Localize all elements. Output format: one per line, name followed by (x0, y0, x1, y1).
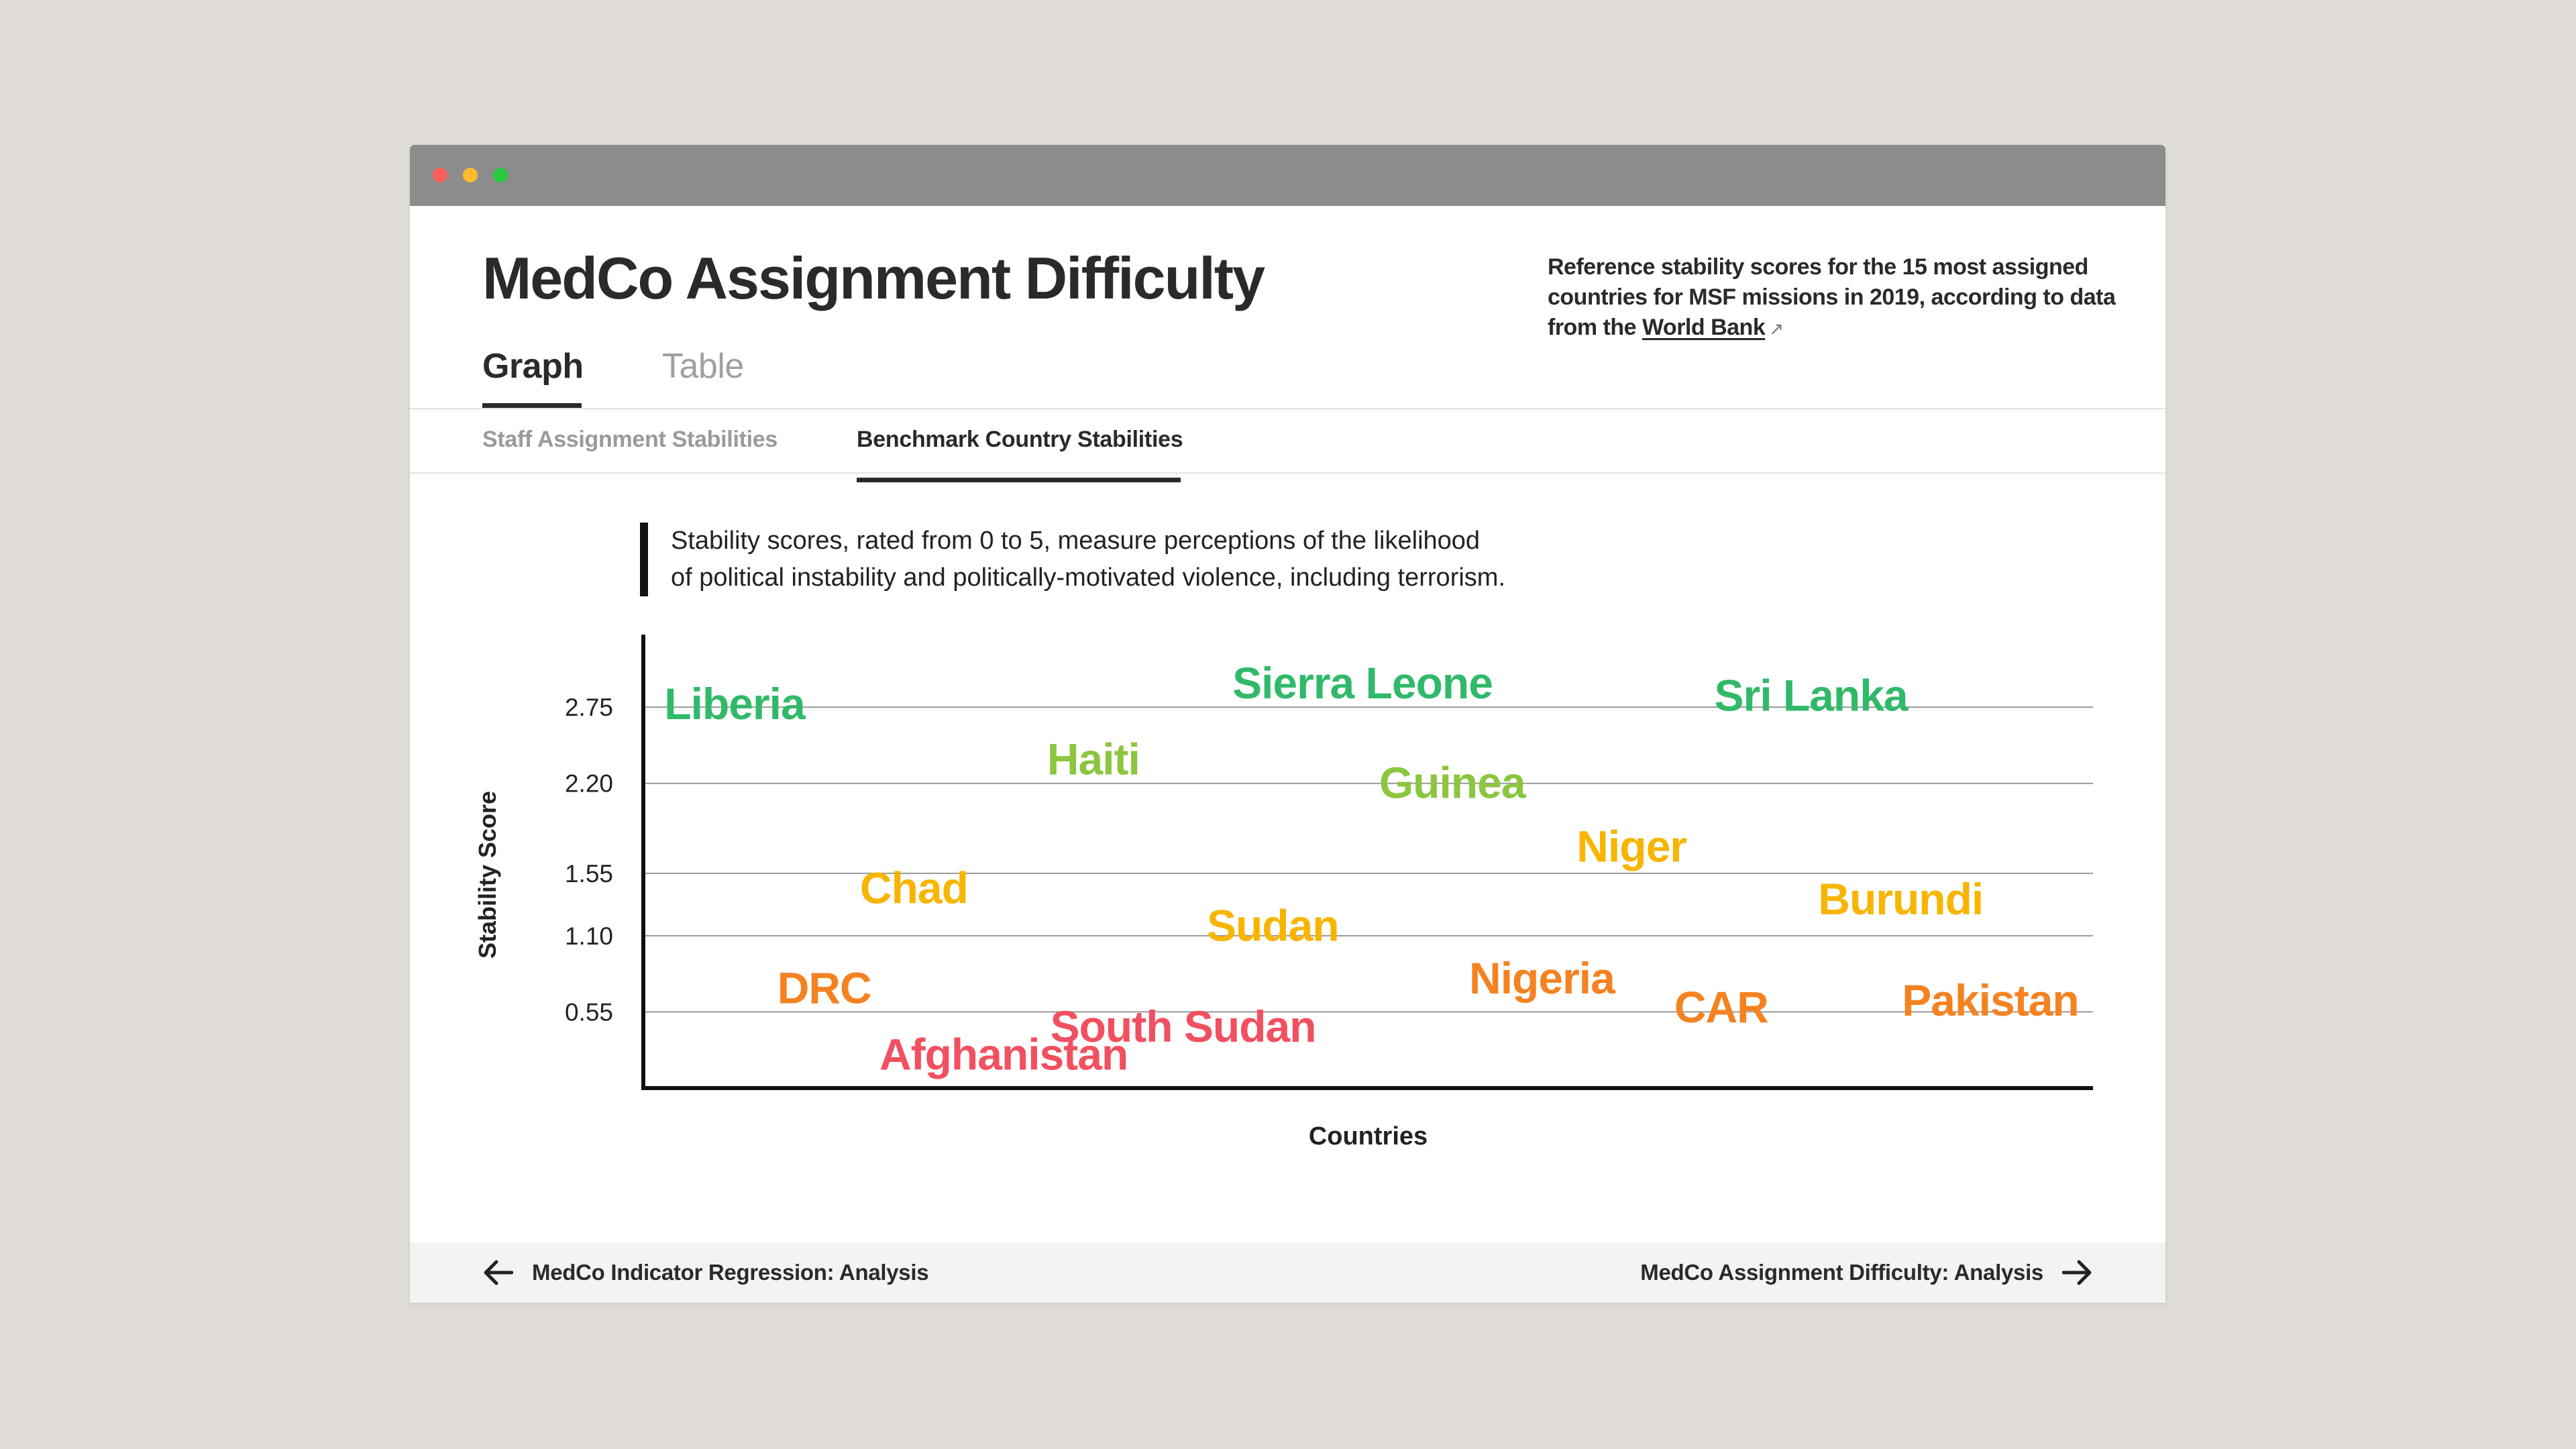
y-tick-labels: 0.55 1.10 1.55 2.20 2.75 (565, 694, 613, 1026)
external-arrow-icon: ↗ (1769, 319, 1784, 339)
y-tick-label: 1.10 (565, 922, 613, 950)
close-window-button[interactable] (433, 168, 447, 182)
country-label-car: CAR (1674, 982, 1768, 1032)
description-text: Reference stability scores for the 15 mo… (1548, 254, 2116, 340)
tab-graph[interactable]: Graph (482, 347, 584, 386)
zoom-window-button[interactable] (493, 168, 508, 182)
country-label-niger: Niger (1576, 822, 1686, 871)
subtabs-divider (410, 472, 2165, 474)
country-label-sri-lanka: Sri Lanka (1715, 671, 1909, 720)
country-label-afghanistan: Afghanistan (879, 1029, 1128, 1079)
country-label-burundi: Burundi (1818, 874, 1983, 924)
x-axis-label: Countries (1309, 1122, 1428, 1150)
arrow-right-icon (2062, 1260, 2092, 1285)
stability-scatter-chart: 0.55 1.10 1.55 2.20 2.75 Stability Score Cou… (474, 635, 2093, 1150)
country-label-nigeria: Nigeria (1469, 953, 1616, 1003)
footer-nav: MedCo Indicator Regression: Analysis Med… (410, 1242, 2165, 1303)
arrow-left-icon (484, 1260, 513, 1285)
country-label-drc: DRC (777, 963, 871, 1012)
prev-page-label: MedCo Indicator Regression: Analysis (532, 1260, 929, 1285)
chart-note: Stability scores, rated from 0 to 5, mea… (640, 523, 1677, 596)
browser-window: MedCo Assignment Difficulty Reference st… (410, 145, 2165, 1303)
subtab-benchmark-country-stabilities[interactable]: Benchmark Country Stabilities (857, 427, 1183, 452)
next-page-label: MedCo Assignment Difficulty: Analysis (1640, 1260, 2043, 1285)
page-description: Reference stability scores for the 15 mo… (1548, 252, 2125, 344)
page-title: MedCo Assignment Difficulty (482, 245, 1265, 311)
subtab-active-underline (857, 478, 1181, 482)
gridlines (643, 706, 2093, 1013)
next-page-link[interactable]: MedCo Assignment Difficulty: Analysis (1640, 1242, 2093, 1303)
tab-graph-underline (482, 403, 582, 409)
y-tick-label: 2.75 (565, 694, 613, 721)
country-label-south-sudan: South Sudan (1051, 1002, 1316, 1051)
country-label-pakistan: Pakistan (1902, 975, 2078, 1025)
country-label-haiti: Haiti (1047, 735, 1140, 784)
y-tick-label: 2.20 (565, 770, 613, 798)
y-axis-label: Stability Score (474, 791, 501, 959)
chart-note-line-2: of political instability and politically… (671, 564, 1505, 592)
country-label-chad: Chad (860, 863, 968, 913)
window-titlebar (410, 145, 2165, 206)
tabs-divider (410, 408, 2165, 409)
country-labels: Liberia DRC Chad Afghanistan Haiti South Suda… (664, 658, 2079, 1079)
country-label-liberia: Liberia (664, 679, 806, 729)
y-tick-label: 0.55 (565, 998, 613, 1026)
prev-page-link[interactable]: MedCo Indicator Regression: Analysis (482, 1242, 929, 1303)
country-label-guinea: Guinea (1379, 758, 1527, 808)
subtab-staff-assignment-stabilities[interactable]: Staff Assignment Stabilities (482, 427, 777, 452)
minimize-window-button[interactable] (463, 168, 478, 182)
country-label-sierra-leone: Sierra Leone (1232, 658, 1493, 708)
country-label-sudan: Sudan (1207, 900, 1339, 950)
tab-table[interactable]: Table (662, 347, 744, 386)
y-tick-label: 1.55 (565, 860, 613, 888)
world-bank-link[interactable]: World Bank (1642, 315, 1766, 340)
chart-note-line-1: Stability scores, rated from 0 to 5, mea… (671, 527, 1481, 555)
